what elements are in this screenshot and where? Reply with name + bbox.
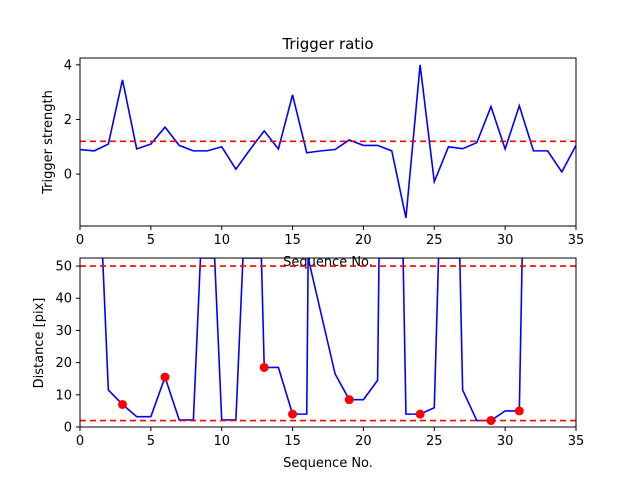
top-subplot: Trigger ratio Sequence No. Trigger stren… — [41, 35, 584, 270]
bottom-axes-frame — [79, 257, 577, 428]
top-x-tick-label: 35 — [568, 233, 585, 248]
bottom-marker-point — [288, 409, 298, 419]
bottom-y-tick-label: 30 — [55, 324, 72, 339]
bottom-x-tick-label: 10 — [213, 434, 230, 449]
top-y-axis-label: Trigger strength — [41, 90, 56, 195]
bottom-y-tick-label: 50 — [55, 260, 72, 275]
bottom-marker-layer — [118, 362, 524, 426]
top-x-tick-label: 20 — [355, 233, 372, 248]
top-axes-frame — [79, 57, 577, 227]
bottom-x-axis-label: Sequence No. — [283, 456, 373, 471]
bottom-y-tick-label: 0 — [64, 421, 72, 436]
bottom-subplot: Sequence No. Distance [pix] 0 5 10 15 20 25 30… — [32, 257, 584, 471]
bottom-marker-point — [344, 395, 354, 405]
top-tick-layer: 0 5 10 15 20 25 30 35 0 2 4 — [64, 58, 585, 248]
bottom-x-tick-label: 25 — [426, 434, 443, 449]
bottom-marker-point — [259, 362, 269, 372]
bottom-x-tick-label: 5 — [147, 434, 155, 449]
bottom-x-tick-label: 20 — [355, 434, 372, 449]
bottom-marker-point — [160, 372, 170, 382]
top-x-tick-label: 25 — [426, 233, 443, 248]
bottom-y-tick-label: 10 — [55, 388, 72, 403]
top-x-tick-label: 15 — [284, 233, 301, 248]
top-x-tick-label: 5 — [147, 233, 155, 248]
bottom-marker-point — [118, 399, 128, 409]
bottom-marker-point — [514, 406, 524, 416]
top-x-tick-label: 10 — [213, 233, 230, 248]
bottom-tick-layer: 0 5 10 15 20 25 30 35 0 10 20 30 40 50 — [55, 260, 584, 449]
bottom-y-tick-label: 40 — [55, 292, 72, 307]
bottom-y-axis-label: Distance [pix] — [32, 298, 47, 389]
bottom-marker-point — [415, 409, 425, 419]
bottom-series-line-0 — [101, 258, 523, 422]
top-y-tick-label: 2 — [64, 113, 72, 128]
top-series-line-0 — [80, 64, 576, 218]
top-y-tick-label: 4 — [64, 58, 72, 73]
top-x-axis-label: Sequence No. — [283, 255, 373, 270]
bottom-series-layer — [101, 258, 523, 422]
bottom-x-tick-label: 0 — [76, 434, 84, 449]
top-y-tick-label: 0 — [64, 168, 72, 183]
top-x-tick-label: 0 — [76, 233, 84, 248]
bottom-x-tick-label: 30 — [497, 434, 514, 449]
top-x-tick-label: 30 — [497, 233, 514, 248]
top-series-layer — [80, 64, 576, 218]
bottom-y-tick-label: 20 — [55, 356, 72, 371]
bottom-x-tick-label: 35 — [568, 434, 585, 449]
top-chart-title: Trigger ratio — [281, 35, 373, 53]
bottom-marker-point — [486, 416, 496, 426]
bottom-x-tick-label: 15 — [284, 434, 301, 449]
